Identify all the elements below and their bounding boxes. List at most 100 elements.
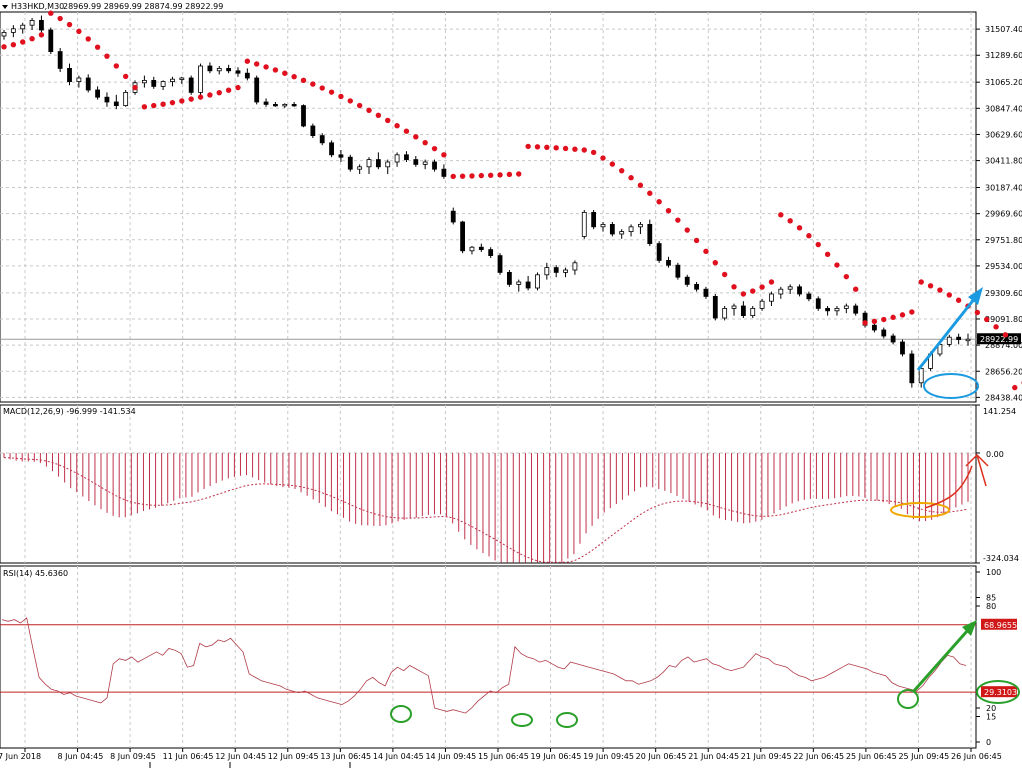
sar-dot [946, 292, 952, 298]
sar-dot [656, 199, 662, 205]
candle [404, 151, 409, 162]
candle [666, 256, 671, 268]
green-circle-annotation [556, 712, 578, 728]
time-tick-label: 14 Jun 09:45 [425, 752, 476, 761]
candle [10, 25, 16, 38]
candle [731, 303, 737, 316]
sar-dot [1, 44, 7, 50]
candle [310, 123, 316, 138]
macd-panel-frame [0, 404, 977, 564]
candle-body-up [787, 286, 793, 290]
price-tick-label: 30187.40 [985, 184, 1022, 193]
header-triangle-icon[interactable] [2, 5, 8, 9]
price-tick-label: 29534.00 [985, 262, 1022, 271]
sar-dot [572, 146, 578, 152]
candle-body-down [113, 101, 119, 106]
sar-dot [899, 312, 906, 318]
candle [450, 207, 456, 225]
sar-dot [665, 207, 672, 214]
rsi-tick-label: 100 [986, 568, 1001, 577]
rsi-overbought-box [981, 618, 1017, 630]
red-arrowhead-icon [965, 453, 989, 487]
price-panel[interactable]: 31507.40 31289.60 31065.20 30847.40 30629.60… [0, 10, 1022, 403]
candle-body-up [282, 104, 288, 107]
sar-dot [871, 318, 878, 325]
candle-body-down [375, 159, 381, 168]
sar-dot [516, 171, 522, 177]
candle [469, 246, 475, 255]
candle [544, 262, 550, 280]
candle [900, 339, 905, 357]
current-price-label: 28922.99 [980, 335, 1018, 344]
candle [703, 286, 709, 299]
candle-body-up [76, 77, 82, 82]
candle [85, 74, 91, 93]
macd-grid [0, 404, 980, 564]
candle-body-up [722, 307, 728, 319]
candle-body-up [544, 267, 550, 276]
price-annotations [916, 287, 983, 399]
sar-dot [459, 173, 466, 179]
sar-dot [927, 283, 934, 289]
candle-body-up [216, 68, 222, 72]
candle-body-down [712, 295, 718, 319]
candle [956, 333, 962, 345]
candle [628, 224, 634, 237]
candle [656, 241, 662, 263]
sar-dot [38, 32, 45, 38]
candle-body-down [226, 68, 232, 72]
candle-body-up [731, 305, 737, 309]
sar-dot [881, 316, 887, 323]
candle [394, 152, 400, 167]
sar-dot [824, 251, 831, 258]
candle [694, 282, 699, 292]
price-tick-label: 29091.80 [985, 315, 1022, 324]
candle-body-up [600, 223, 606, 228]
candle-body-down [338, 154, 344, 158]
rsi-tick-label: 80 [986, 602, 996, 611]
candle [207, 62, 213, 74]
time-tick-label: 12 Jun 04:45 [215, 752, 266, 761]
sar-dot [188, 96, 194, 102]
sar-dot [291, 73, 297, 80]
candle [769, 291, 774, 306]
sar-dot [993, 324, 999, 330]
macd-signal-line [3, 457, 969, 563]
candle-body-down [488, 249, 494, 257]
candle-body-down [890, 335, 896, 343]
candle-body-down [188, 77, 194, 93]
sar-dot [375, 112, 382, 118]
candle [263, 98, 269, 107]
sar-dot [300, 77, 307, 84]
candle-body-up [628, 226, 634, 233]
sar-dot [693, 237, 700, 244]
sar-dot [768, 279, 775, 285]
candle-body-down [347, 156, 353, 170]
price-tick-label: 28656.20 [985, 367, 1022, 376]
candle-body-down [273, 104, 278, 107]
candle-body-down [478, 246, 484, 250]
candle-body-down [207, 65, 213, 72]
macd-panel[interactable]: MACD(12,26,9) -96.999 -141.534 141.254 0… [0, 404, 1019, 564]
candle-body-up [759, 300, 765, 309]
candle-body-down [956, 336, 962, 341]
candle-body-up [357, 166, 363, 170]
candle [581, 210, 587, 239]
sar-dot [338, 93, 344, 100]
candle [413, 156, 419, 167]
sar-dot [57, 15, 63, 22]
sar-dot [955, 297, 962, 303]
sar-dot [712, 259, 719, 266]
candle-body-down [909, 353, 915, 384]
candle-body-down [39, 19, 44, 31]
sar-dot [619, 167, 625, 174]
sar-dot [497, 172, 503, 178]
rsi-oversold-box [981, 686, 1017, 698]
macd-annotations [890, 453, 989, 518]
candle [67, 63, 72, 86]
sar-dot [94, 44, 101, 50]
